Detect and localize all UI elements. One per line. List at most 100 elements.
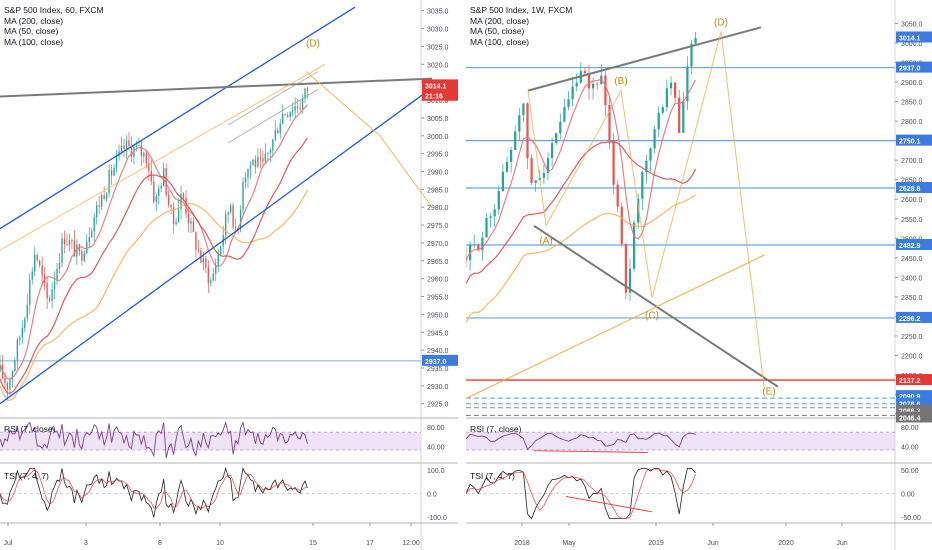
candle-body [76,244,78,257]
candle-body [282,113,284,124]
time-tick-label: 2019 [648,540,664,547]
left-tsi-label[interactable]: TSI (7, 4, 7) [4,471,49,481]
candle-body [514,131,517,150]
price-tag [422,354,458,366]
price-tag-label: 2628.8 [899,186,921,193]
right-ma50-label[interactable]: MA (50, close) [470,26,525,36]
candle-body [294,106,296,111]
time-tick-label: 10 [216,540,224,547]
candle-body [489,216,492,218]
candle-body [481,237,484,251]
candle-body [686,66,689,102]
candle-body [247,168,249,178]
candle-body [645,160,648,172]
wave-label: (D) [714,17,728,28]
candle-body [26,304,28,319]
price-tick-label: 2450.0 [901,256,923,263]
price-tick-label: 2900.0 [901,80,923,87]
candle-body [38,260,41,266]
price-tick-label: 3010.0 [427,98,449,105]
candle-body [242,182,244,211]
candle-body [252,159,254,166]
right-tsi-label[interactable]: TSI (7, 4, 7) [470,471,515,481]
rsi-tick-label: 40.00 [427,444,445,451]
time-tick-label: 3 [84,540,88,547]
left-chart-panel[interactable]: 3035.03030.03025.03020.03015.03010.03005… [0,0,458,550]
left-chart-svg[interactable]: 3035.03030.03025.03020.03015.03010.03005… [0,0,458,550]
candle-body [172,207,175,225]
abcde-wave-line [527,31,765,387]
wave-label: (C) [645,310,659,321]
candle-body [224,214,227,236]
price-tick-label: 2995.0 [427,152,449,159]
price-tag-label: 2296.2 [899,316,921,323]
candle-body [81,251,83,261]
candle-body [632,222,636,269]
price-tag [896,411,932,423]
candle-body [477,244,480,251]
candle-body [140,145,143,157]
candle-body [301,98,304,110]
candle-body [120,145,123,152]
right-ma200-label[interactable]: MA (200, close) [470,15,530,26]
candle-body [125,140,128,149]
price-tick-label: 2800.0 [901,119,923,126]
time-tick-label: Jun [707,540,718,547]
left-rsi-label[interactable]: RSI (7, close) [4,424,56,434]
price-tick-label: 2985.0 [427,187,449,194]
candle-body [289,111,291,117]
tsi-tick-label: -100.0 [427,515,447,522]
candle-body [123,145,125,149]
candle-body [135,145,138,148]
price-tick-label: 2980.0 [427,205,449,212]
tsi-tick-label: 100.0 [427,468,445,475]
price-tick-label: 2200.0 [901,353,923,360]
right-ma100-label[interactable]: MA (100, close) [470,36,530,47]
price-tick-label: 2600.0 [901,197,923,204]
candle-body [167,194,170,205]
price-tick-label: 2990.0 [427,169,449,176]
candle-body [657,112,660,130]
candle-body [100,195,103,207]
candle-body [190,220,192,224]
lower-triangle-line [533,224,779,388]
time-tick-label: 15 [309,540,317,547]
candle-body [143,152,145,157]
left-ma50-label[interactable]: MA (50, close) [4,26,59,36]
candle-body [145,152,148,164]
candle-body [53,280,56,290]
left-ma200-label[interactable]: MA (200, close) [4,15,64,26]
left-ma100-label[interactable]: MA (100, close) [4,36,64,47]
candle-body [526,103,529,159]
candle-body [78,244,81,252]
candle-body [678,97,681,133]
candle-body [207,267,210,284]
time-tick-label: 8 [158,540,162,547]
time-tick-label: 2020 [778,540,794,547]
right-chart-panel[interactable]: 3050.03000.02950.02900.02850.02800.02750… [466,0,932,550]
candle-body [267,152,269,154]
candle-body [150,170,152,182]
lower-channel-line [0,88,431,405]
rsi-divergence-line [533,450,649,453]
candle-body [673,82,677,98]
candle-body [91,231,93,238]
candle-body [177,208,180,223]
candle-body [11,371,14,380]
candle-body [128,140,130,147]
candle-body [522,103,525,116]
right-rsi-label[interactable]: RSI (7, close) [470,424,522,434]
right-chart-svg[interactable]: 3050.03000.02950.02900.02850.02800.02750… [466,0,932,550]
candle-body [98,205,100,207]
candle-body [518,115,521,132]
time-tick-label: Jul [4,540,13,547]
price-tick-label: 2955.0 [427,295,449,302]
tsi-signal-line [0,469,308,510]
candle-body [608,105,611,141]
candle-body [249,165,252,169]
left-chart-title: S&P 500 Index, 60, FXCM [4,5,104,15]
candle-body [185,197,187,214]
candle-body [567,99,570,108]
candle-body [244,177,247,183]
rsi-tick-label: 40.00 [901,444,919,451]
